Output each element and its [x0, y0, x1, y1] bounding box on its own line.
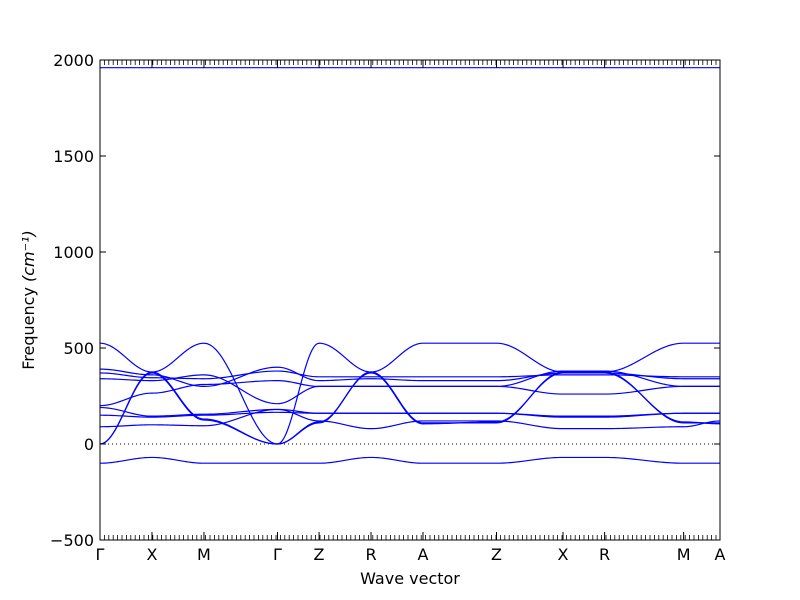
- x-tick-label: X: [558, 545, 569, 564]
- band-lines: [100, 67, 720, 464]
- band-line: [100, 456, 720, 464]
- x-minor-ticks: [99, 60, 717, 540]
- x-tick-label: M: [677, 545, 691, 564]
- x-tick-label: A: [715, 545, 726, 564]
- y-tick-label: 1500: [53, 147, 94, 166]
- y-axis-label-unit: (cm⁻¹): [19, 230, 38, 282]
- x-tick-label: A: [418, 545, 429, 564]
- band-line: [100, 380, 720, 407]
- y-tick-label: 1000: [53, 243, 94, 262]
- x-axis-label: Wave vector: [360, 569, 460, 588]
- x-tick-label: R: [365, 545, 376, 564]
- band-line: [100, 372, 720, 445]
- x-tick-label: Z: [491, 545, 502, 564]
- band-line: [100, 370, 720, 380]
- x-tick-label: Z: [314, 545, 325, 564]
- band-line: [100, 408, 720, 430]
- band-line: [100, 411, 720, 418]
- y-tick-label: −500: [50, 531, 94, 550]
- x-tick-label: X: [146, 545, 157, 564]
- x-tick-label: Γ: [273, 545, 282, 564]
- x-tick-label: Γ: [96, 545, 105, 564]
- y-axis: −500 0 500 1000 1500 2000: [50, 51, 720, 550]
- plot-frame: [99, 59, 721, 541]
- y-axis-label: Frequency (cm⁻¹): [19, 230, 38, 369]
- band-line: [100, 370, 720, 405]
- x-tick-label: M: [197, 545, 211, 564]
- y-axis-label-text: Frequency: [19, 287, 38, 370]
- band-line: [100, 342, 720, 445]
- y-tick-label: 0: [84, 435, 94, 454]
- y-tick-label: 500: [63, 339, 94, 358]
- y-tick-label: 2000: [53, 51, 94, 70]
- x-tick-label: R: [599, 545, 610, 564]
